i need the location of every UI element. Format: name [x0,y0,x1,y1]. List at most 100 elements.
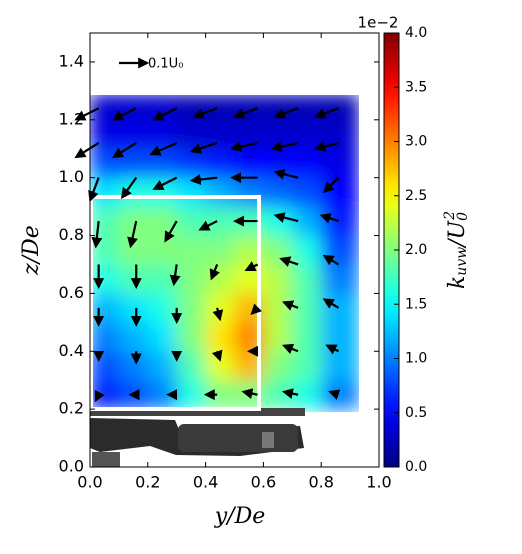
colorbar-tick-label: 4.0 [405,25,427,41]
x-axis-label: y/De [214,504,266,529]
heat-cell [263,264,293,294]
colorbar-tick-label: 2.0 [405,242,427,258]
velocity-arrow [250,303,263,316]
velocity-arrow [91,220,103,249]
heat-cell [292,177,322,208]
velocity-arrow [273,168,299,180]
y-tick-label: 0.8 [59,225,84,244]
velocity-arrow [328,389,341,400]
heat-cell [205,95,235,121]
velocity-arrow [198,220,218,231]
velocity-arrow [230,141,258,153]
heat-cell [292,119,322,150]
heat-cell [292,148,322,179]
velocity-arrow [244,261,259,272]
heat-cell [90,177,120,208]
heat-cell [147,177,178,208]
heat-cell [321,380,359,410]
heat-cell [321,322,359,352]
x-tick-label: 1.0 [366,473,391,492]
velocity-arrow [189,174,218,185]
colorbar-tick-label: 1.0 [405,351,427,367]
y-tick-label: 0.4 [59,341,84,360]
heat-cell [263,177,293,208]
heat-cell [321,119,359,150]
heat-cell [321,177,359,208]
heat-cell [205,322,235,352]
velocity-arrow [211,349,223,362]
heat-cell [292,351,322,381]
colorbar-tick-label: 0.0 [405,459,427,475]
velocity-arrow [127,220,138,249]
highlight-box [89,195,261,411]
vehicle [90,408,305,467]
velocity-arrow [322,298,340,309]
velocity-arrow [322,254,340,266]
heat-cell [321,293,359,323]
x-tick-label: 0.8 [308,473,333,492]
cb-label-part: 2 [442,211,458,221]
velocity-arrow [164,220,178,243]
y-tick-label: 0.2 [59,399,84,418]
velocity-arrow [314,107,339,119]
heat-cell [176,235,207,265]
velocity-arrow [212,307,224,322]
heat-cell [118,351,149,381]
velocity-arrow [189,141,218,154]
heatmap [90,95,359,410]
heat-cell [147,351,178,381]
heat-cell [90,95,120,121]
y-tick-label: 0.0 [59,457,84,476]
heat-cell [147,206,178,237]
velocity-arrow [241,388,258,399]
colorbar-tick-label: 0.5 [405,405,427,421]
quiver-key-label: 0.1U₀ [148,57,183,72]
heat-cell [205,235,235,265]
heat-cell [292,264,322,294]
y-tick-label: 1.2 [59,109,84,128]
heat-cell [118,95,149,121]
velocity-arrow [169,264,181,287]
heat-cell [263,380,293,410]
heat-cell [263,351,293,381]
y-axis-label: z/De [19,225,44,276]
heat-cell [90,293,120,323]
heat-cell [321,95,359,121]
velocity-arrow [152,176,178,190]
y-tick-label: 0.6 [59,283,84,302]
heat-cell [90,264,120,294]
heat-cell [176,206,207,237]
cb-label-part: k [445,276,470,289]
cb-label-part: 0 [455,212,471,221]
heat-cell [205,351,235,381]
heat-cell [176,351,207,381]
cb-label-part: uvw [454,247,470,276]
cb-label-part: /U [445,219,470,248]
heat-cell [205,177,235,208]
heat-cell [176,148,207,179]
heat-cell [321,148,359,179]
colorbar-label: kuvw/U02 [442,211,471,289]
heat-cell [321,206,359,237]
velocity-arrow [282,343,299,355]
velocity-arrow [325,344,340,355]
heat-cell [176,293,207,323]
velocity-arrow [74,142,100,159]
colorbar-tick-label: 3.5 [405,79,427,95]
velocity-arrow [88,177,100,203]
heat-cell [234,148,264,179]
colorbar-tick-label: 1.5 [405,296,427,312]
velocity-arrow [74,107,100,121]
heat-cell [147,322,178,352]
heat-cell [118,148,149,179]
velocity-arrow [273,212,299,223]
heat-cell [205,206,235,237]
heat-cell [118,235,149,265]
heat-cell [176,322,207,352]
velocity-arrow [314,141,339,152]
heat-cell [176,264,207,294]
velocity-arrow [282,300,299,311]
velocity-arrow [319,213,339,224]
quiver [74,107,341,403]
